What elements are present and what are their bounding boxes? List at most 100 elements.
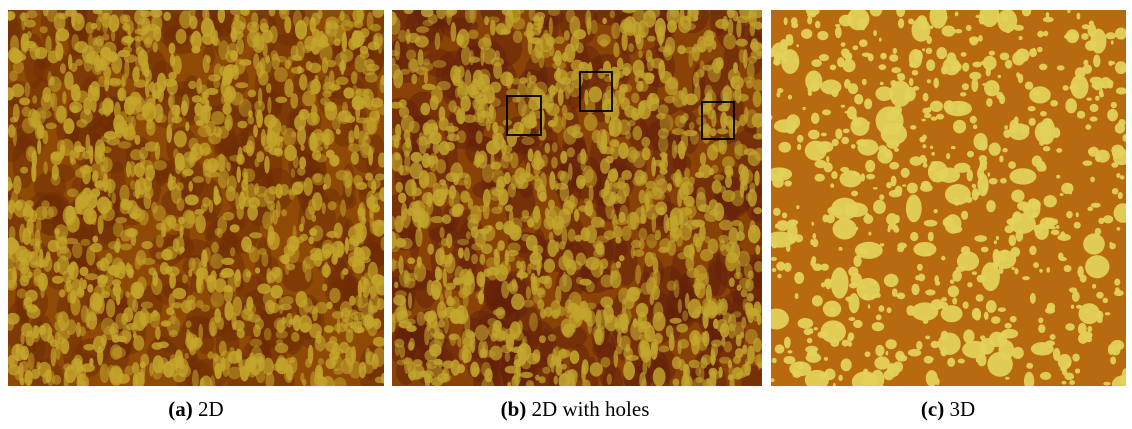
texture xyxy=(840,170,862,187)
texture xyxy=(71,105,79,113)
texture xyxy=(653,269,661,289)
texture xyxy=(552,142,558,153)
texture xyxy=(680,116,687,124)
texture xyxy=(353,239,360,246)
texture xyxy=(33,268,42,283)
texture xyxy=(130,212,139,219)
texture xyxy=(748,270,754,279)
texture xyxy=(357,208,362,216)
texture xyxy=(656,174,666,185)
texture xyxy=(972,308,981,320)
texture xyxy=(1002,148,1007,153)
texture xyxy=(1072,354,1079,362)
caption-b: (b) 2D with holes xyxy=(501,397,650,421)
texture xyxy=(1056,225,1059,229)
texture xyxy=(475,325,489,341)
texture xyxy=(121,77,125,89)
texture xyxy=(443,268,447,287)
texture xyxy=(609,130,614,136)
texture xyxy=(6,11,16,20)
texture xyxy=(70,207,82,215)
texture xyxy=(833,218,857,239)
texture xyxy=(202,197,210,207)
texture xyxy=(133,284,139,299)
texture xyxy=(87,204,93,223)
texture xyxy=(13,127,17,146)
texture xyxy=(496,23,507,35)
texture xyxy=(782,57,788,62)
texture xyxy=(1028,106,1036,112)
texture xyxy=(682,310,688,321)
texture xyxy=(23,204,33,222)
texture xyxy=(736,39,748,47)
texture xyxy=(1083,233,1105,254)
texture xyxy=(568,292,581,310)
texture xyxy=(185,300,196,311)
texture xyxy=(340,199,346,217)
texture xyxy=(865,160,875,172)
texture xyxy=(831,198,858,220)
texture xyxy=(325,358,335,369)
texture xyxy=(533,206,540,223)
texture xyxy=(989,51,995,56)
texture xyxy=(597,34,611,46)
texture xyxy=(526,286,531,299)
texture xyxy=(659,238,671,252)
texture xyxy=(975,15,980,18)
texture xyxy=(1039,269,1043,273)
texture xyxy=(439,179,446,186)
texture xyxy=(97,346,103,366)
texture xyxy=(57,255,69,274)
texture xyxy=(562,271,566,286)
texture xyxy=(576,42,584,53)
texture xyxy=(723,34,736,50)
texture xyxy=(248,90,256,98)
texture xyxy=(831,171,837,179)
texture xyxy=(808,130,819,140)
texture xyxy=(402,358,413,364)
texture xyxy=(48,51,60,64)
texture xyxy=(439,117,449,131)
texture xyxy=(188,81,196,89)
texture xyxy=(552,216,565,230)
texture xyxy=(722,156,735,169)
texture xyxy=(309,323,322,338)
texture xyxy=(526,380,534,388)
texture xyxy=(116,262,126,280)
texture xyxy=(1043,17,1054,23)
texture xyxy=(1033,48,1036,52)
texture xyxy=(10,117,17,123)
texture xyxy=(66,276,71,292)
texture xyxy=(202,8,207,20)
texture xyxy=(460,191,470,202)
texture xyxy=(311,104,318,124)
texture xyxy=(254,183,259,195)
texture xyxy=(897,243,907,249)
texture xyxy=(255,267,260,273)
texture xyxy=(595,328,605,346)
texture xyxy=(275,184,283,199)
texture xyxy=(111,192,116,204)
texture xyxy=(913,242,936,257)
texture xyxy=(381,75,386,86)
texture xyxy=(693,332,698,343)
texture xyxy=(178,217,185,225)
texture xyxy=(169,43,176,55)
texture xyxy=(420,103,430,116)
texture xyxy=(130,180,136,190)
texture xyxy=(581,364,586,382)
texture xyxy=(822,214,828,222)
texture xyxy=(223,212,235,221)
texture xyxy=(744,107,749,123)
texture xyxy=(689,360,700,369)
texture xyxy=(821,79,842,94)
texture xyxy=(192,337,201,350)
texture xyxy=(423,59,431,66)
texture xyxy=(996,236,999,240)
texture xyxy=(936,47,947,59)
texture xyxy=(353,175,363,186)
texture xyxy=(515,176,523,189)
texture xyxy=(235,192,239,209)
texture xyxy=(736,15,750,23)
texture xyxy=(395,40,401,60)
